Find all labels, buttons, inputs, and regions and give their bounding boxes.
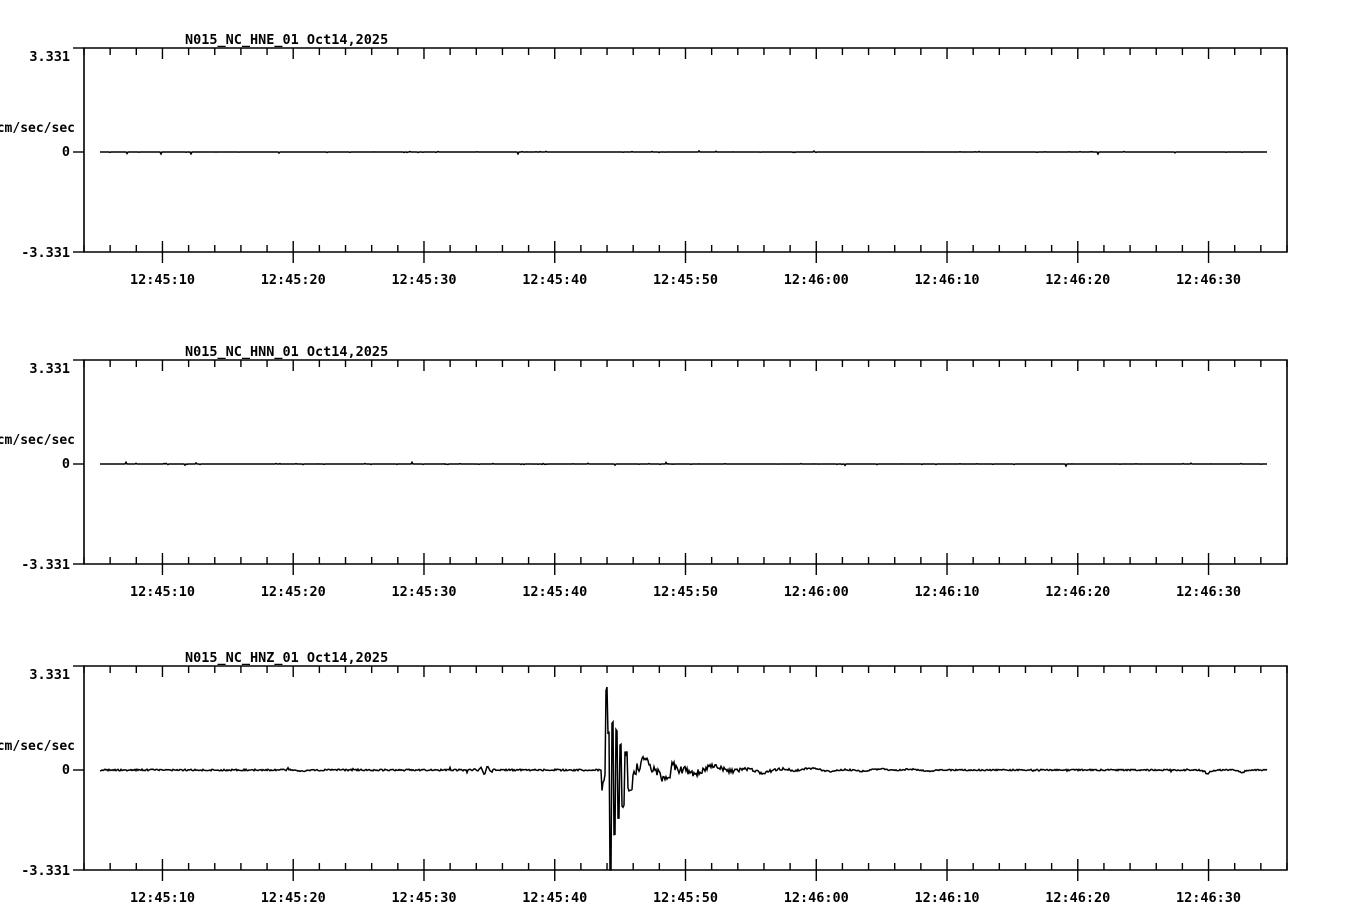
panel-title: N015_NC_HNZ_01 Oct14,2025 [185, 650, 388, 666]
x-tick-label: 12:46:00 [784, 272, 849, 288]
x-tick-label: 12:46:30 [1176, 272, 1241, 288]
y-tick-label-zero: 0 [62, 456, 70, 472]
waveform-trace [100, 460, 1267, 468]
x-tick-label: 12:45:50 [653, 890, 718, 906]
y-tick-label-min: -3.331 [21, 245, 70, 261]
x-tick-label: 12:45:50 [653, 584, 718, 600]
x-tick-label: 12:46:10 [915, 272, 980, 288]
seismogram-panel-hne: N015_NC_HNE_01 Oct14,2025 cm/sec/sec 3.3… [0, 0, 1358, 300]
panel-2-svg: N015_NC_HNZ_01 Oct14,2025 cm/sec/sec 3.3… [0, 650, 1288, 906]
x-axis-tick-labels: 12:45:10 12:45:20 12:45:30 12:45:40 12:45:50… [130, 584, 1241, 600]
x-tick-label: 12:45:10 [130, 272, 195, 288]
x-tick-label: 12:46:00 [784, 584, 849, 600]
y-axis-unit-label: cm/sec/sec [0, 739, 75, 754]
x-tick-label: 12:45:30 [391, 890, 456, 906]
x-tick-label: 12:45:50 [653, 272, 718, 288]
waveform-trace [100, 149, 1267, 156]
seismogram-panel-hnn: N015_NC_HNN_01 Oct14,2025 cm/sec/sec 3.3… [0, 312, 1358, 612]
x-axis-tick-labels: 12:45:10 12:45:20 12:45:30 12:45:40 12:45:50… [130, 272, 1241, 288]
y-tick-label-min: -3.331 [21, 863, 70, 879]
x-tick-label: 12:46:20 [1045, 584, 1110, 600]
x-tick-label: 12:46:20 [1045, 890, 1110, 906]
y-tick-label-zero: 0 [62, 762, 70, 778]
x-tick-label: 12:45:40 [522, 272, 587, 288]
y-axis-unit-label: cm/sec/sec [0, 121, 75, 136]
panel-title: N015_NC_HNN_01 Oct14,2025 [185, 344, 388, 360]
x-tick-label: 12:46:10 [915, 584, 980, 600]
panel-axes [73, 359, 1288, 575]
x-tick-label: 12:46:10 [915, 890, 980, 906]
panel-title: N015_NC_HNE_01 Oct14,2025 [185, 32, 388, 48]
panel-1-svg: N015_NC_HNN_01 Oct14,2025 cm/sec/sec 3.3… [0, 344, 1288, 600]
x-tick-label: 12:46:00 [784, 890, 849, 906]
x-axis-tick-labels: 12:45:10 12:45:20 12:45:30 12:45:40 12:45:50… [130, 890, 1241, 906]
y-tick-label-zero: 0 [62, 144, 70, 160]
x-tick-label: 12:45:20 [261, 584, 326, 600]
x-tick-label: 12:45:20 [261, 272, 326, 288]
y-tick-label-max: 3.331 [29, 361, 70, 377]
plot-frame [83, 47, 1288, 253]
x-tick-label: 12:46:20 [1045, 272, 1110, 288]
x-tick-label: 12:45:30 [391, 584, 456, 600]
plot-frame [83, 359, 1288, 565]
waveform-trace [99, 686, 1268, 871]
y-tick-label-max: 3.331 [29, 49, 70, 65]
x-tick-label: 12:46:30 [1176, 890, 1241, 906]
panel-axes [73, 47, 1288, 263]
panel-axes [73, 665, 1288, 881]
panel-0-svg: N015_NC_HNE_01 Oct14,2025 cm/sec/sec 3.3… [0, 32, 1288, 288]
y-axis-unit-label: cm/sec/sec [0, 433, 75, 448]
x-tick-label: 12:45:20 [261, 890, 326, 906]
x-tick-label: 12:45:30 [391, 272, 456, 288]
x-tick-label: 12:45:40 [522, 584, 587, 600]
x-tick-label: 12:45:40 [522, 890, 587, 906]
x-tick-label: 12:45:10 [130, 890, 195, 906]
x-tick-label: 12:46:30 [1176, 584, 1241, 600]
y-tick-label-max: 3.331 [29, 667, 70, 683]
seismogram-panel-hnz: N015_NC_HNZ_01 Oct14,2025 cm/sec/sec 3.3… [0, 618, 1358, 924]
y-tick-label-min: -3.331 [21, 557, 70, 573]
x-tick-label: 12:45:10 [130, 584, 195, 600]
